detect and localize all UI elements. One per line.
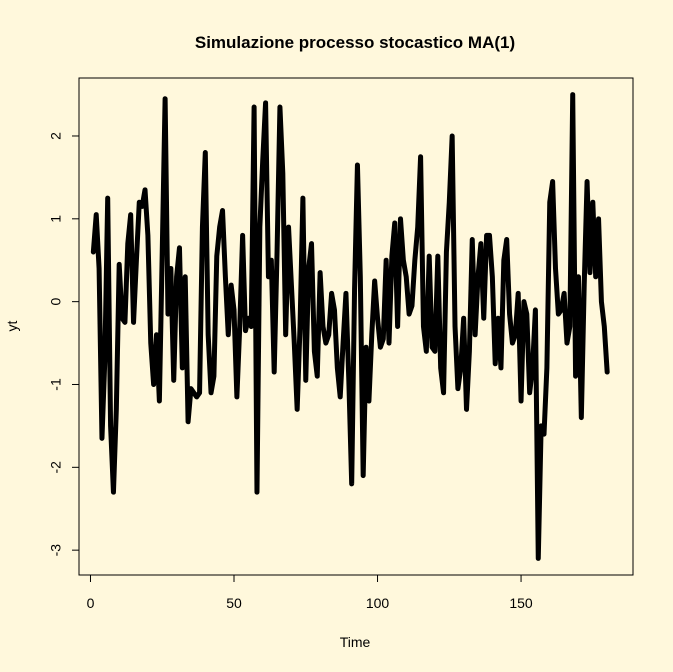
y-tick-label: 2: [48, 132, 64, 140]
y-tick-label: 1: [48, 215, 64, 223]
y-tick-label: 0: [48, 298, 64, 306]
series-layer: [90, 92, 610, 561]
x-tick-label: 0: [87, 595, 95, 611]
chart-title: Simulazione processo stocastico MA(1): [195, 33, 515, 52]
x-axis-label: Time: [340, 634, 371, 650]
y-tick-label: -3: [48, 544, 64, 557]
x-tick-label: 150: [509, 595, 533, 611]
x-tick-label: 50: [226, 595, 242, 611]
series-line-1: [90, 92, 610, 561]
x-axis: 0 50 100 150: [87, 574, 533, 611]
y-axis: -3 -2 -1 0 1 2: [48, 132, 80, 557]
x-tick-label: 100: [366, 595, 390, 611]
y-tick-label: -1: [48, 378, 64, 391]
y-axis-label: yt: [4, 320, 20, 331]
y-tick-label: -2: [48, 461, 64, 474]
